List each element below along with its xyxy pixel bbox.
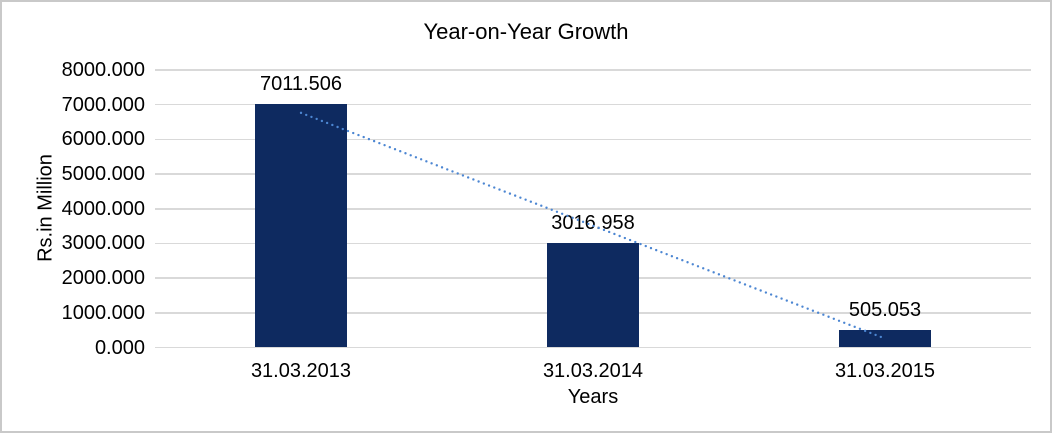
x-tick-label: 31.03.2013 (250, 360, 352, 382)
y-tick-label: 0.000 (94, 336, 145, 359)
gridline (155, 69, 1031, 71)
y-tick-label: 5000.000 (61, 163, 145, 186)
bar (547, 242, 639, 348)
y-tick-label: 3000.000 (61, 232, 145, 255)
y-tick-label: 8000.000 (61, 59, 145, 81)
chart-title: Year-on-Year Growth (423, 19, 629, 44)
gridline (155, 346, 1031, 349)
bar (255, 104, 347, 348)
bar-value-label: 505.053 (848, 298, 922, 321)
bar-value-label: 3016.958 (551, 211, 635, 234)
bar-value-label: 7011.506 (260, 73, 342, 96)
x-tick-label: 31.03.2014 (542, 360, 644, 382)
gridline (155, 103, 1031, 106)
bar (839, 329, 931, 348)
y-tick-label: 6000.000 (61, 128, 145, 151)
y-tick-label: 1000.000 (61, 301, 145, 324)
y-tick-label: 4000.000 (61, 197, 145, 220)
x-tick-label: 31.03.2015 (834, 360, 936, 382)
y-tick-label: 2000.000 (61, 267, 145, 290)
x-axis-title: Years (567, 386, 619, 408)
y-tick-label: 7000.000 (61, 93, 145, 116)
